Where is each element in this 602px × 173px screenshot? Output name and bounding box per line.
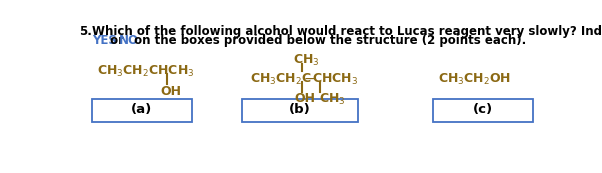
Text: CH$_3$CH$_2$OH: CH$_3$CH$_2$OH	[438, 72, 511, 87]
Text: $-$: $-$	[303, 71, 315, 85]
Text: OH: OH	[294, 92, 315, 105]
FancyBboxPatch shape	[92, 99, 191, 122]
Text: CH$_3$: CH$_3$	[293, 53, 320, 68]
Text: 5.: 5.	[79, 25, 92, 38]
FancyBboxPatch shape	[433, 99, 533, 122]
Text: (c): (c)	[473, 103, 493, 116]
Text: on the boxes provided below the structure (2 points each).: on the boxes provided below the structur…	[129, 34, 526, 47]
Text: CH$_3$: CH$_3$	[318, 92, 345, 107]
Text: or: or	[106, 34, 128, 47]
Text: Which of the following alcohol would react to Lucas reagent very slowly? Indicat: Which of the following alcohol would rea…	[92, 25, 602, 38]
Text: NO: NO	[119, 34, 138, 47]
Text: YES: YES	[92, 34, 117, 47]
FancyBboxPatch shape	[242, 99, 358, 122]
Text: CHCH$_3$: CHCH$_3$	[312, 72, 359, 87]
Text: (b): (b)	[289, 103, 311, 116]
Text: (a): (a)	[131, 103, 152, 116]
Text: CH$_3$CH$_2$C: CH$_3$CH$_2$C	[250, 72, 311, 87]
Text: CH$_3$CH$_2$CHCH$_3$: CH$_3$CH$_2$CHCH$_3$	[97, 64, 194, 79]
Text: OH: OH	[161, 85, 181, 98]
